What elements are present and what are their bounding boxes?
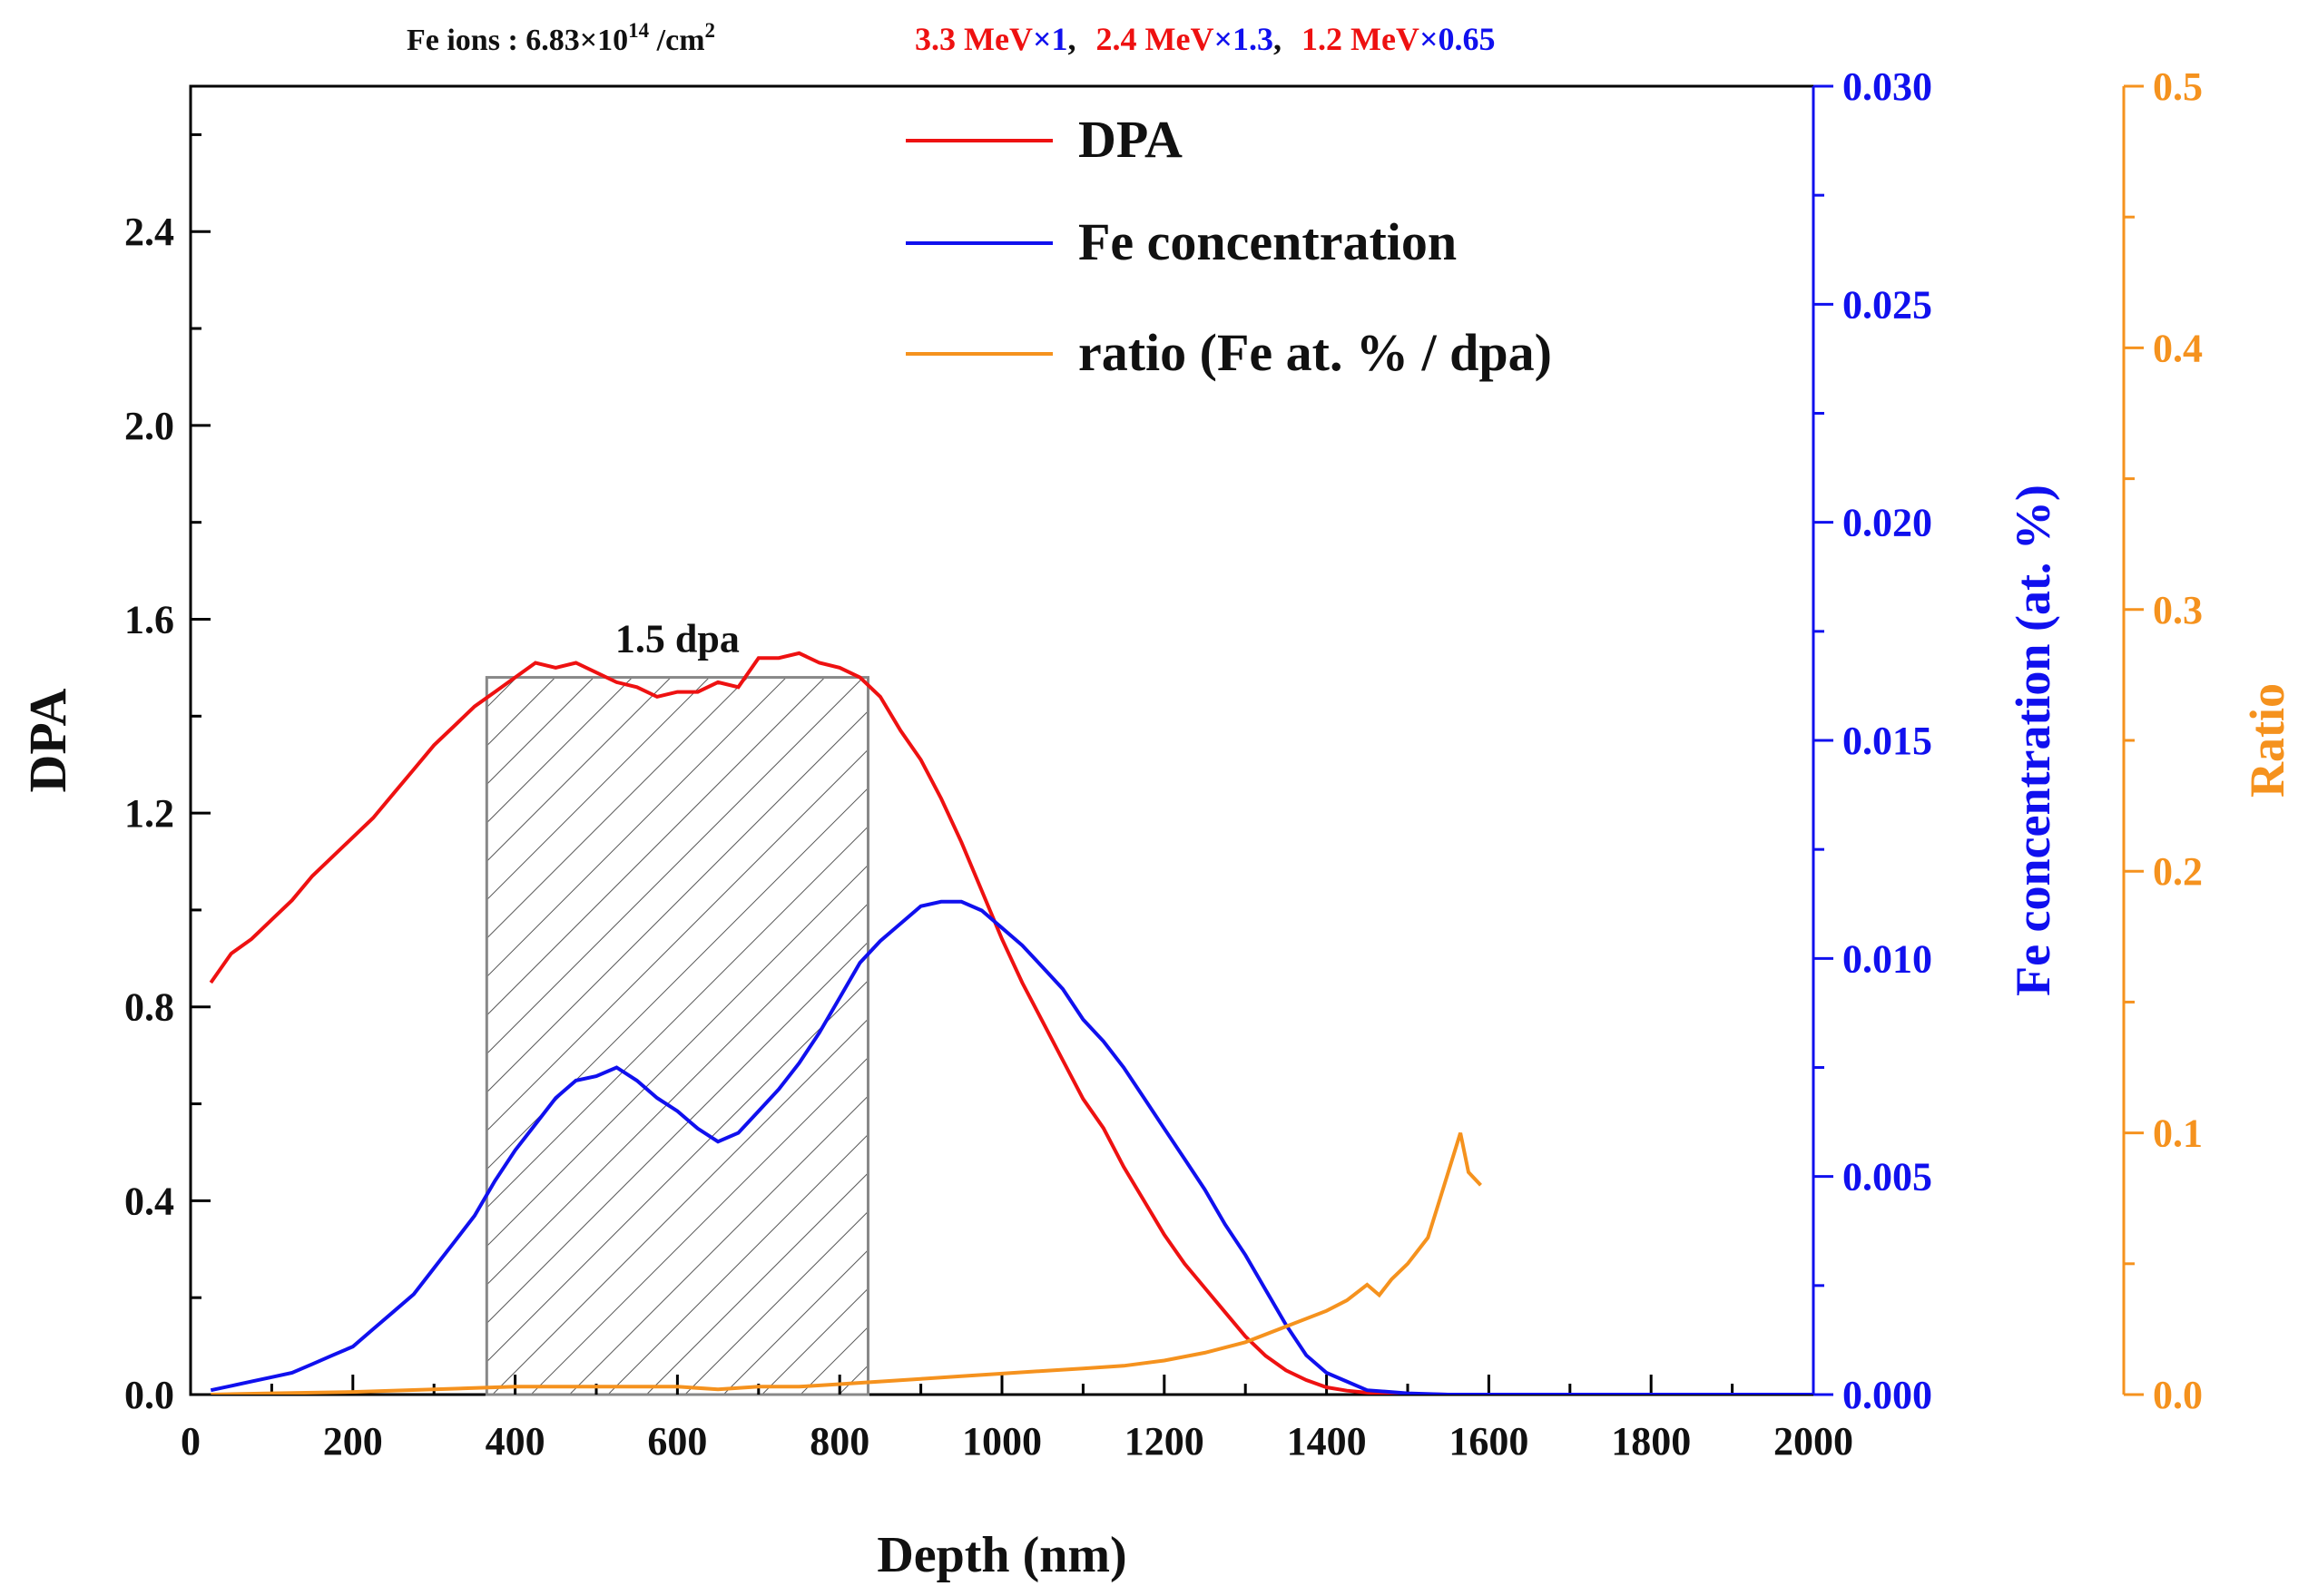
y-left-tick-label: 2.0 <box>124 404 174 448</box>
y-axis-ratio: 0.0 0.1 0.2 0.3 0.4 0.5 <box>2124 64 2203 1417</box>
x-axis: 0 200 400 600 800 1000 1200 1400 1600 1800 2000 <box>181 1375 1853 1464</box>
y-right2-tick-label: 0.5 <box>2153 64 2203 109</box>
y-axis-ratio-label: Ratio <box>2240 683 2294 798</box>
series-line-ratio <box>211 1132 1482 1395</box>
x-tick-label: 200 <box>323 1419 383 1464</box>
y-left-tick-label: 0.4 <box>124 1179 174 1223</box>
x-axis-label: Depth (nm) <box>877 1527 1126 1583</box>
header-energies: 3.3 MeV×1, 2.4 MeV×1.3, 1.2 MeV×0.65 <box>915 21 1495 57</box>
chart-header: Fe ions : 6.83×1014 /cm2 3.3 MeV×1, 2.4 M… <box>407 19 1495 57</box>
y-right2-tick-label: 0.1 <box>2153 1111 2203 1156</box>
y-axis-fe-label: Fe concentration (at. %) <box>2006 485 2060 996</box>
y-right1-tick-label: 0.010 <box>1842 936 1932 981</box>
y-right1-tick-label: 0.030 <box>1842 64 1932 109</box>
legend-label-ratio: ratio (Fe at. % / dpa) <box>1078 323 1552 382</box>
series-line-fe-concentration <box>210 899 1813 1395</box>
legend: DPA Fe concentration ratio (Fe at. % / d… <box>906 110 1552 382</box>
series-line-dpa <box>209 651 1813 1395</box>
y-right1-tick-label: 0.020 <box>1842 501 1932 545</box>
x-tick-label: 2000 <box>1773 1419 1853 1464</box>
annotation-label: 1.5 dpa <box>615 617 740 661</box>
y-left-tick-label: 1.6 <box>124 597 174 641</box>
header-fluence: Fe ions : 6.83×1014 /cm2 <box>407 19 715 57</box>
x-tick-label: 800 <box>810 1419 869 1464</box>
y-left-tick-label: 0.0 <box>124 1373 174 1417</box>
y-axis-dpa: 0.0 0.4 0.8 1.2 1.6 2.0 2.4 <box>124 132 211 1417</box>
x-tick-label: 600 <box>647 1419 707 1464</box>
legend-label-dpa: DPA <box>1078 110 1183 169</box>
x-tick-label: 400 <box>486 1419 545 1464</box>
y-left-tick-label: 1.2 <box>124 791 174 836</box>
plot-frame <box>189 84 1815 1396</box>
x-tick-label: 1600 <box>1449 1419 1528 1464</box>
y-right2-tick-label: 0.2 <box>2153 849 2203 894</box>
y-right2-tick-label: 0.0 <box>2153 1373 2203 1417</box>
y-left-tick-label: 2.4 <box>124 210 174 254</box>
y-right1-tick-label: 0.005 <box>1842 1155 1932 1199</box>
y-left-tick-label: 0.8 <box>124 985 174 1030</box>
annotation-region <box>485 676 869 1396</box>
y-right1-tick-label: 0.000 <box>1842 1373 1932 1417</box>
x-tick-label: 1400 <box>1287 1419 1367 1464</box>
y-axis-fe: 0.000 0.005 0.010 0.015 0.020 0.025 0.030 <box>1813 64 1932 1417</box>
y-right2-tick-label: 0.4 <box>2153 326 2203 370</box>
x-tick-label: 1200 <box>1125 1419 1204 1464</box>
y-axis-dpa-label: DPA <box>18 688 77 792</box>
x-tick-label: 0 <box>181 1419 201 1464</box>
legend-label-fe: Fe concentration <box>1078 212 1457 271</box>
x-tick-label: 1000 <box>962 1419 1042 1464</box>
y-right1-tick-label: 0.025 <box>1842 282 1932 327</box>
x-tick-label: 1800 <box>1611 1419 1691 1464</box>
y-right1-tick-label: 0.015 <box>1842 719 1932 763</box>
y-right2-tick-label: 0.3 <box>2153 588 2203 632</box>
